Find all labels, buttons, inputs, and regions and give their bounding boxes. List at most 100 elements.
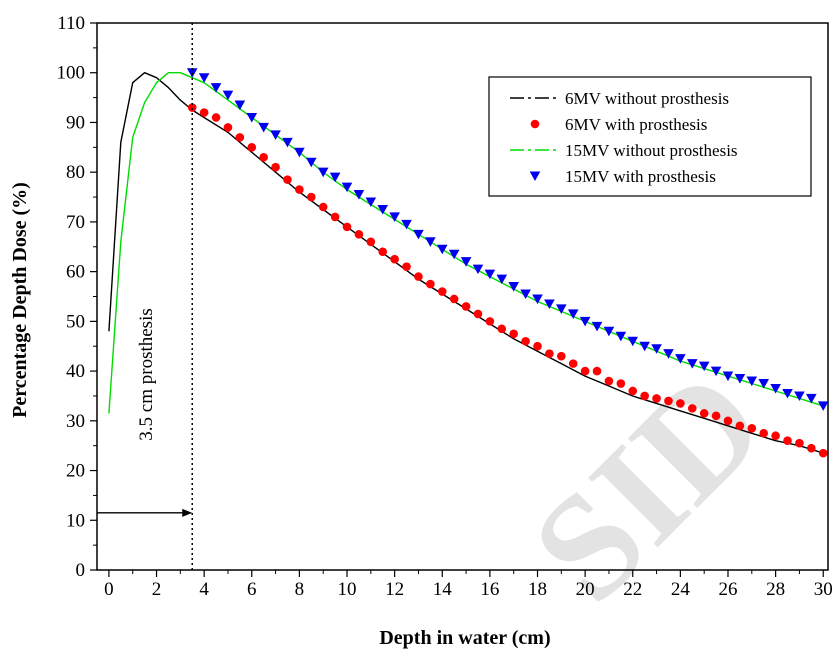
data-point bbox=[223, 123, 233, 132]
data-point bbox=[652, 394, 661, 403]
data-point bbox=[722, 371, 734, 382]
data-point bbox=[532, 294, 543, 305]
data-point bbox=[473, 309, 483, 319]
data-point bbox=[282, 137, 293, 148]
data-point bbox=[449, 294, 459, 304]
data-point bbox=[580, 366, 590, 376]
data-point bbox=[675, 354, 686, 364]
data-point bbox=[818, 448, 828, 458]
x-axis-title: Depth in water (cm) bbox=[379, 627, 550, 649]
data-point bbox=[413, 229, 424, 240]
data-point bbox=[294, 147, 305, 158]
x-tick-label: 8 bbox=[295, 579, 305, 600]
y-tick-label: 40 bbox=[66, 361, 85, 382]
data-point bbox=[579, 316, 591, 327]
data-point bbox=[758, 379, 770, 389]
legend-item: 6MV without prosthesis bbox=[510, 89, 729, 108]
y-tick-label: 100 bbox=[57, 63, 86, 84]
data-point bbox=[557, 351, 566, 361]
y-tick-label: 80 bbox=[66, 162, 85, 183]
data-point bbox=[211, 113, 221, 122]
x-tick-label: 30 bbox=[814, 579, 833, 600]
series-4 bbox=[186, 68, 829, 411]
data-point bbox=[247, 143, 257, 152]
data-point bbox=[283, 175, 292, 184]
data-point bbox=[817, 401, 829, 411]
legend-item: 15MV with prosthesis bbox=[529, 167, 716, 186]
data-point bbox=[746, 376, 758, 387]
data-point bbox=[186, 68, 198, 78]
data-point bbox=[508, 282, 519, 292]
data-point bbox=[604, 376, 614, 386]
legend-swatch bbox=[529, 171, 541, 182]
data-point bbox=[687, 404, 697, 413]
data-point bbox=[401, 219, 412, 230]
data-point bbox=[699, 409, 709, 418]
data-point bbox=[795, 438, 804, 448]
data-point bbox=[628, 386, 638, 396]
data-point bbox=[234, 100, 246, 111]
data-point bbox=[353, 190, 365, 200]
data-point bbox=[305, 157, 317, 168]
legend-item: 15MV without prosthesis bbox=[510, 141, 738, 160]
x-tick-label: 28 bbox=[766, 579, 785, 600]
data-point bbox=[807, 443, 816, 453]
x-tick-label: 14 bbox=[433, 579, 453, 600]
y-axis-title: Percentage Depth Dose (%) bbox=[9, 182, 31, 418]
data-point bbox=[472, 264, 484, 275]
y-tick-label: 110 bbox=[57, 13, 85, 34]
data-point bbox=[568, 359, 578, 368]
data-point bbox=[210, 83, 222, 93]
prosthesis-label: 3.5 cm prosthesis bbox=[136, 308, 157, 440]
data-point bbox=[460, 257, 472, 267]
x-tick-label: 20 bbox=[576, 579, 595, 600]
data-point bbox=[770, 383, 781, 394]
data-point bbox=[270, 130, 281, 140]
data-point bbox=[271, 162, 280, 172]
data-point bbox=[639, 341, 650, 352]
data-point bbox=[366, 237, 376, 247]
y-tick-label: 10 bbox=[66, 510, 85, 531]
data-point bbox=[545, 349, 554, 358]
data-point bbox=[484, 269, 496, 280]
data-point bbox=[485, 317, 495, 326]
prosthesis-arrowhead bbox=[182, 508, 193, 517]
data-point bbox=[759, 428, 769, 438]
data-point bbox=[259, 152, 268, 162]
data-point bbox=[199, 108, 209, 117]
data-point bbox=[567, 309, 579, 319]
legend: 6MV without prosthesis 6MV with prosthesi… bbox=[488, 76, 812, 197]
y-tick-label: 0 bbox=[76, 560, 86, 581]
data-point bbox=[521, 336, 530, 346]
data-point bbox=[378, 247, 388, 257]
data-point bbox=[615, 331, 627, 342]
data-point bbox=[556, 304, 567, 314]
legend-label: 6MV without prosthesis bbox=[565, 89, 729, 108]
x-tick-label: 2 bbox=[152, 579, 162, 600]
data-point bbox=[258, 122, 269, 133]
data-point bbox=[497, 324, 507, 334]
y-tick-label: 70 bbox=[66, 212, 85, 233]
data-point bbox=[414, 272, 423, 281]
data-point bbox=[782, 388, 793, 399]
data-point bbox=[461, 302, 471, 311]
data-point bbox=[806, 393, 817, 404]
legend-label: 15MV with prosthesis bbox=[565, 167, 716, 186]
data-point bbox=[390, 254, 399, 264]
y-tick-label: 90 bbox=[66, 112, 85, 133]
data-point bbox=[425, 237, 436, 247]
data-point bbox=[389, 212, 400, 222]
plot-series bbox=[108, 68, 829, 458]
x-tick-label: 22 bbox=[623, 579, 642, 600]
data-point bbox=[187, 103, 197, 112]
data-point bbox=[711, 411, 721, 421]
x-tick-label: 24 bbox=[671, 579, 691, 600]
data-point bbox=[198, 73, 210, 83]
x-tick-label: 4 bbox=[199, 579, 209, 600]
data-point bbox=[664, 396, 673, 406]
data-point bbox=[676, 399, 685, 408]
data-point bbox=[317, 167, 329, 178]
data-point bbox=[330, 212, 340, 222]
data-point bbox=[306, 192, 316, 202]
data-point bbox=[747, 423, 757, 433]
